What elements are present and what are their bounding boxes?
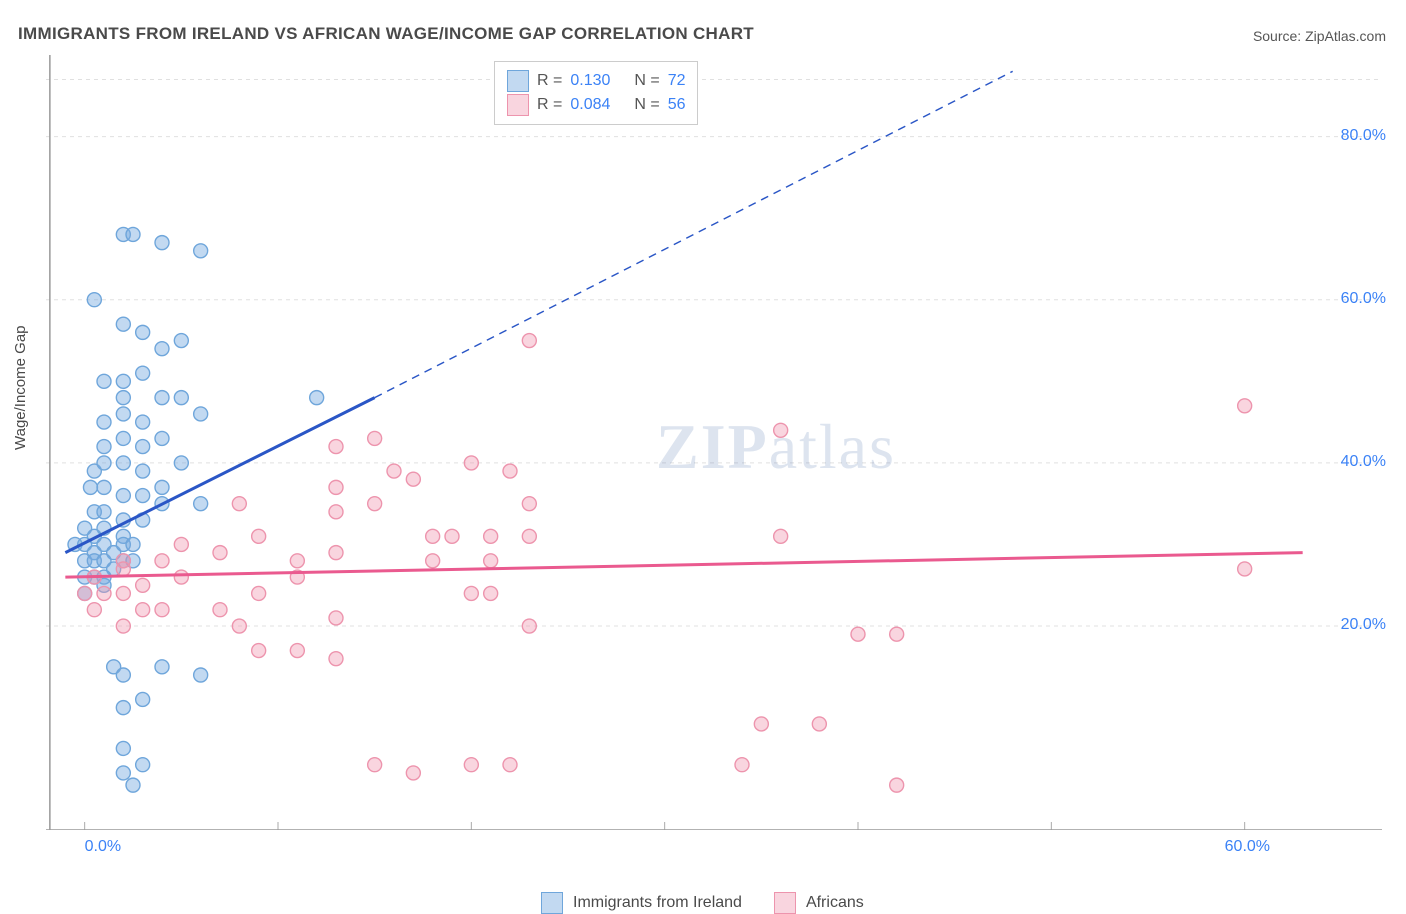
source-label: Source: ZipAtlas.com: [1253, 28, 1386, 44]
series-name: Immigrants from Ireland: [573, 894, 742, 912]
legend-r-value: 0.130: [570, 72, 626, 90]
legend-r-label: R =: [537, 72, 562, 90]
scatter-svg: [46, 55, 1382, 830]
legend-r-value: 0.084: [570, 96, 626, 114]
series-swatch: [774, 892, 796, 914]
xtick-label: 60.0%: [1225, 838, 1270, 856]
legend-swatch: [507, 70, 529, 92]
series-name: Africans: [806, 894, 864, 912]
series-swatch: [541, 892, 563, 914]
series-legend: Immigrants from Ireland Africans: [541, 892, 886, 914]
ytick-label: 80.0%: [1341, 127, 1386, 145]
legend-row: R = 0.084 N = 56: [507, 94, 685, 116]
chart-container: IMMIGRANTS FROM IRELAND VS AFRICAN WAGE/…: [0, 0, 1406, 892]
legend-r-label: R =: [537, 96, 562, 114]
legend-swatch: [507, 94, 529, 116]
legend-row: R = 0.130 N = 72: [507, 70, 685, 92]
ytick-label: 40.0%: [1341, 453, 1386, 471]
y-axis-label: Wage/Income Gap: [12, 325, 29, 450]
legend-n-value: 56: [668, 96, 686, 114]
legend-n-label: N =: [634, 72, 659, 90]
ytick-label: 20.0%: [1341, 616, 1386, 634]
legend-n-label: N =: [634, 96, 659, 114]
xtick-label: 0.0%: [85, 838, 121, 856]
plot-area: R =0.130N =72R =0.084N =56 ZIPatlas Immi…: [46, 55, 1382, 830]
ytick-label: 60.0%: [1341, 290, 1386, 308]
correlation-legend: R = 0.130 N = 72 R = 0.084 N = 56: [494, 61, 698, 125]
chart-title: IMMIGRANTS FROM IRELAND VS AFRICAN WAGE/…: [18, 24, 754, 44]
legend-n-value: 72: [668, 72, 686, 90]
